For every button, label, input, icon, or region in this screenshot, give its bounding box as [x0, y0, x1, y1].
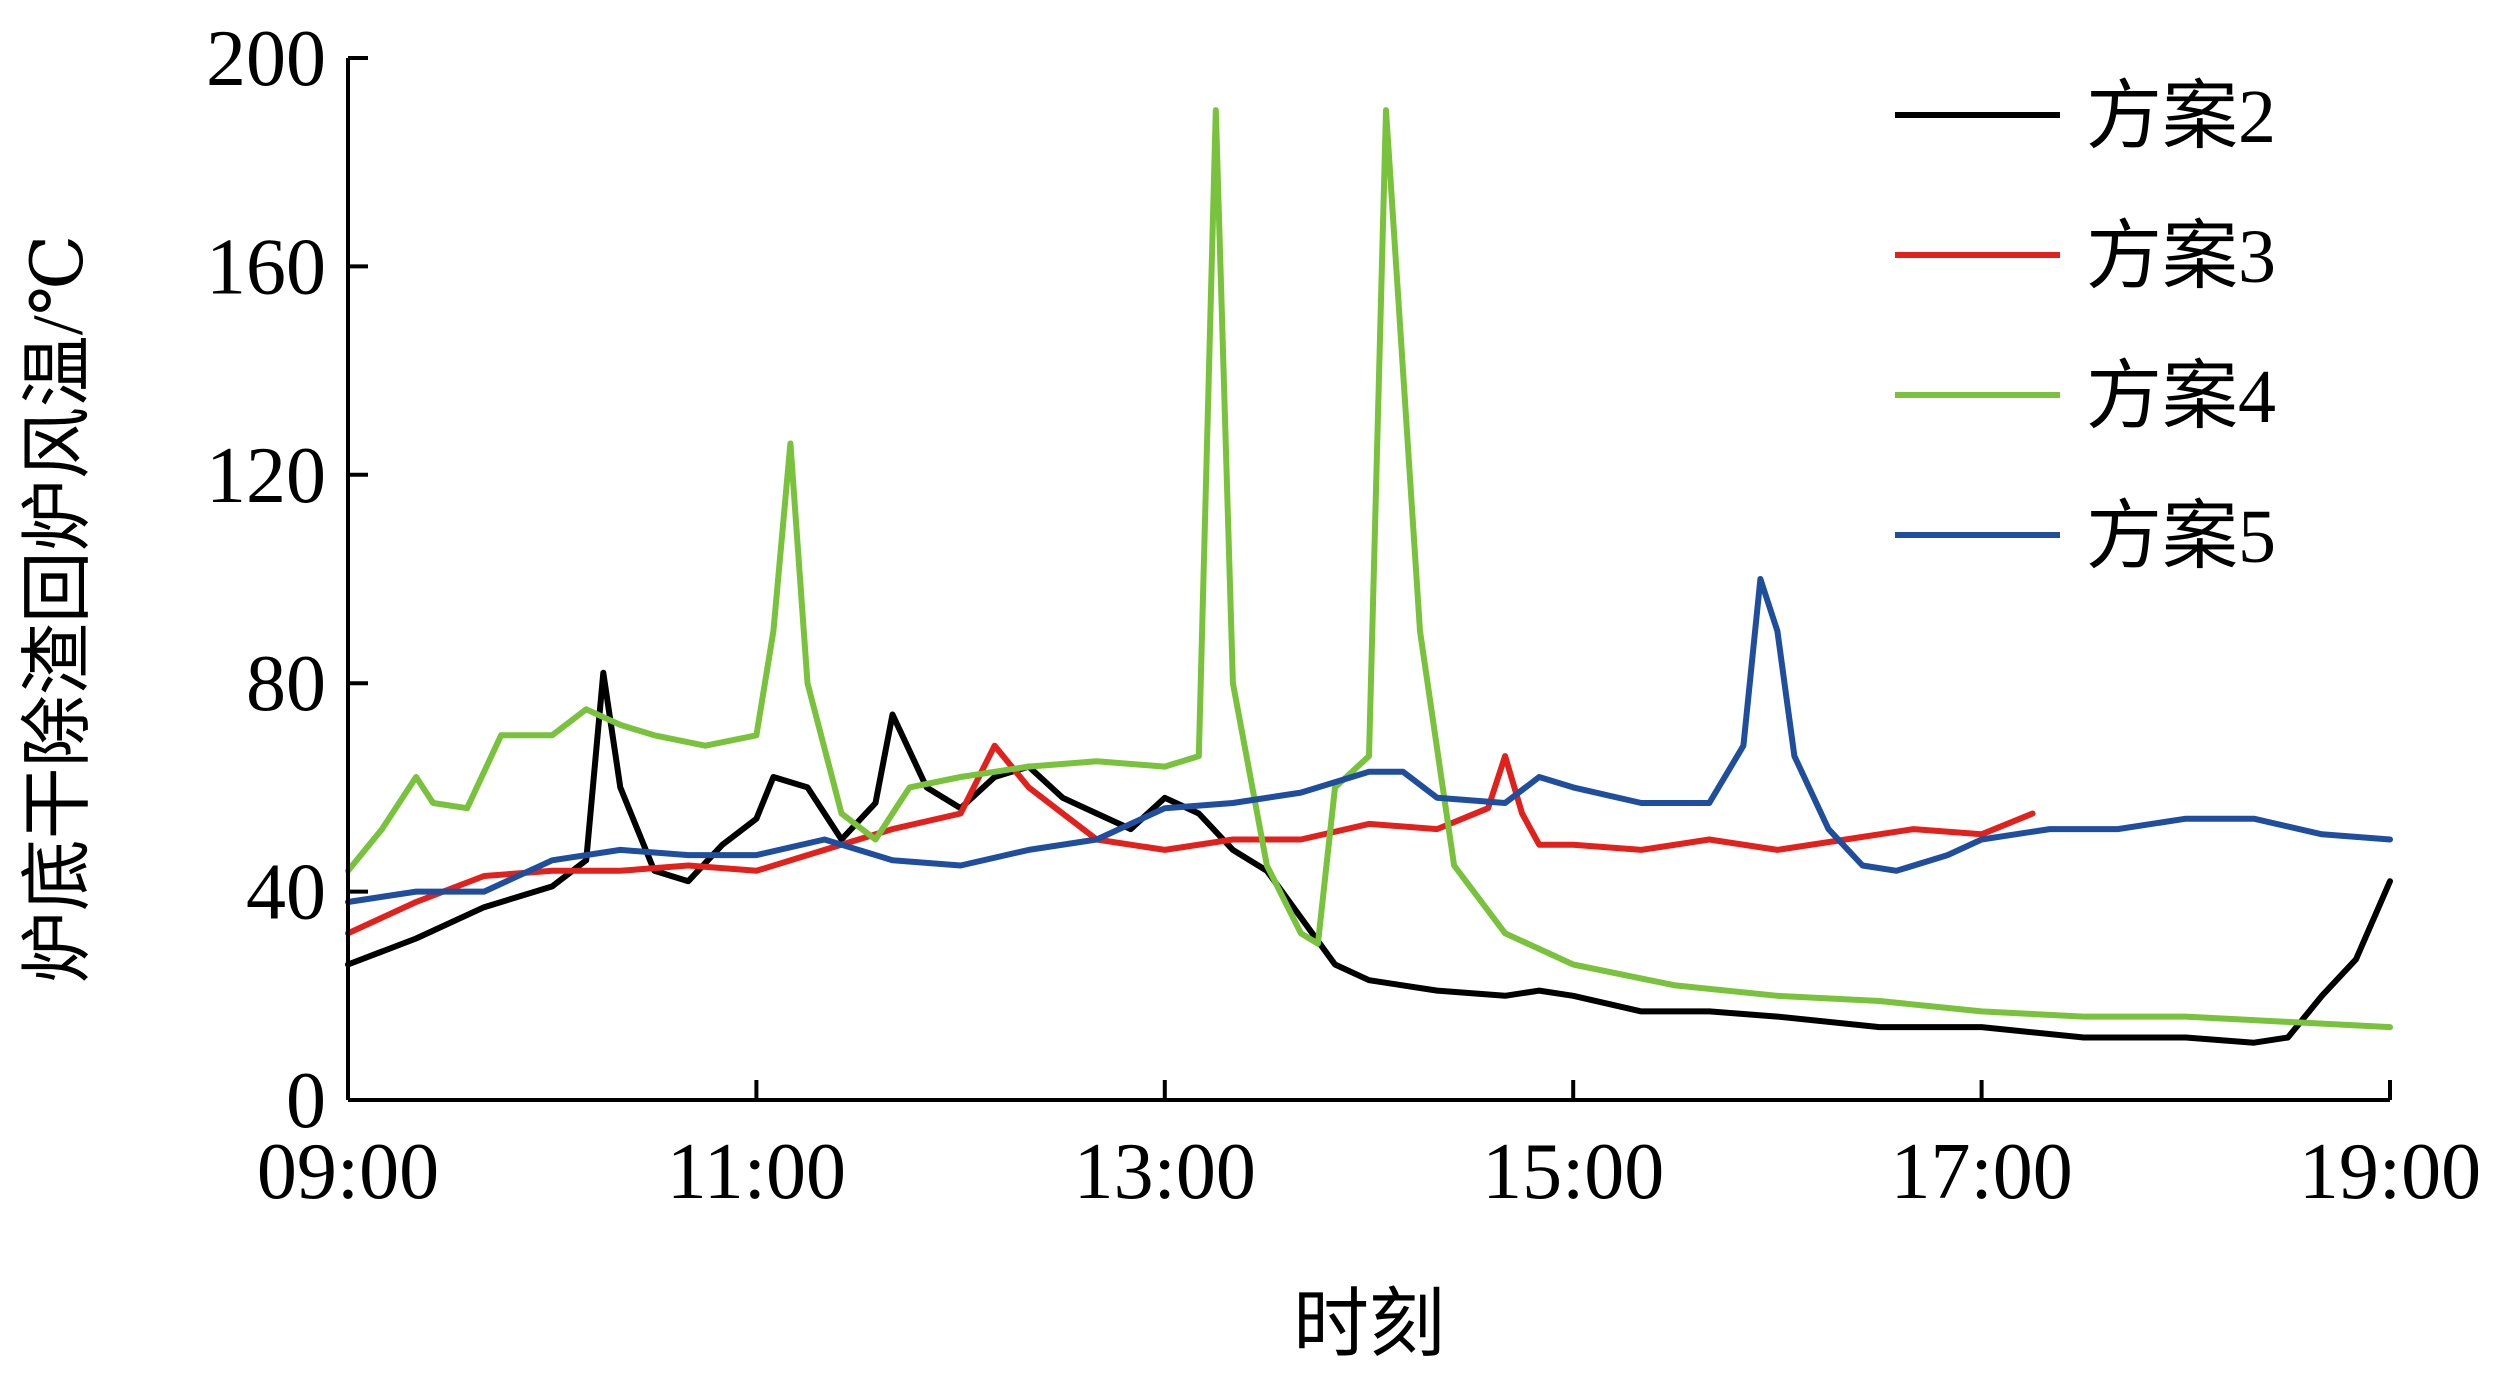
series-line-3: [345, 107, 2393, 1031]
legend: 方案2 方案3 方案4 方案5: [1895, 75, 2276, 579]
y-tick-label: 40: [246, 849, 326, 937]
series-line-2: [345, 742, 2036, 937]
series-line-4: [345, 576, 2393, 905]
x-tick-label: 09:00: [257, 1128, 439, 1216]
axes: [346, 58, 2390, 1102]
legend-label: 方案4: [2086, 355, 2276, 439]
y-tick-label: 80: [246, 640, 326, 728]
y-tick-label: 120: [206, 432, 326, 520]
y-tick-label: 200: [206, 15, 326, 103]
series-lines: [345, 107, 2393, 1046]
x-tick-label: 17:00: [1890, 1128, 2072, 1216]
x-axis-ticks: 09:00 11:00 13:00 15:00 17:00 19:00: [257, 1080, 2481, 1216]
x-tick-label: 13:00: [1074, 1128, 1256, 1216]
legend-label: 方案2: [2086, 75, 2276, 159]
y-tick-label: 0: [286, 1057, 326, 1145]
x-tick-label: 15:00: [1482, 1128, 1664, 1216]
y-tick-label: 160: [206, 223, 326, 311]
y-axis-ticks: 0 40 80 120 160 200: [206, 15, 368, 1145]
x-axis-title: 时刻: [1293, 1283, 1445, 1367]
y-axis-title: 炉底干除渣回炉风温/℃: [18, 235, 98, 984]
x-tick-label: 19:00: [2299, 1128, 2481, 1216]
legend-label: 方案3: [2086, 215, 2276, 299]
x-tick-label: 11:00: [667, 1128, 846, 1216]
legend-label: 方案5: [2086, 495, 2276, 579]
